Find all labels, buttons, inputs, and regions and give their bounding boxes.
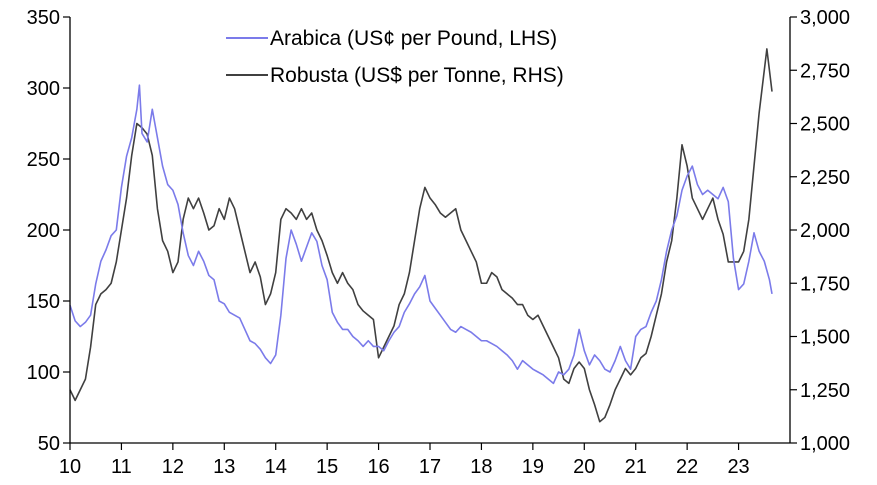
legend-label-arabica: Arabica (US¢ per Pound, LHS): [270, 27, 557, 50]
series-line-robusta: [69, 48, 773, 423]
y-left-ticks: 50 100 150 200 250 300 350: [27, 7, 70, 455]
y-left-tick-label: 250: [27, 149, 60, 171]
x-tick-label: 13: [213, 456, 235, 478]
x-tick-label: 10: [59, 456, 81, 478]
y-right-tick-label: 3,000: [800, 7, 850, 29]
y-right-tick-label: 1,000: [800, 433, 850, 455]
x-tick-label: 20: [573, 456, 595, 478]
y-right-tick-label: 1,750: [800, 273, 850, 295]
x-tick-label: 17: [419, 456, 441, 478]
legend-label-robusta: Robusta (US$ per Tonne, RHS): [270, 64, 564, 87]
x-tick-label: 23: [727, 456, 749, 478]
x-tick-label: 15: [316, 456, 338, 478]
y-left-tick-label: 100: [27, 362, 60, 384]
y-left-tick-label: 150: [27, 291, 60, 313]
y-left-tick-label: 350: [27, 7, 60, 29]
y-right-ticks: 1,000 1,250 1,500 1,750 2,000 2,250 2,500 2,750…: [790, 7, 850, 455]
legend: Arabica (US¢ per Pound, LHS) Robusta (US…: [226, 27, 564, 87]
y-left-tick-label: 300: [27, 78, 60, 100]
y-left-tick-label: 200: [27, 220, 60, 242]
x-tick-label: 22: [676, 456, 698, 478]
plot-lines: [69, 48, 773, 423]
y-right-tick-label: 1,500: [800, 327, 850, 349]
y-right-tick-label: 2,250: [800, 167, 850, 189]
y-right-tick-label: 2,750: [800, 60, 850, 82]
x-tick-label: 19: [522, 456, 544, 478]
x-tick-label: 12: [162, 456, 184, 478]
x-tick-label: 18: [470, 456, 492, 478]
y-left-tick-label: 50: [38, 433, 60, 455]
x-tick-label: 21: [625, 456, 647, 478]
x-tick-label: 14: [265, 456, 287, 478]
y-right-tick-label: 2,500: [800, 114, 850, 136]
y-right-tick-label: 2,000: [800, 220, 850, 242]
x-ticks: 10 11 12 13 14 15 16 17 18 19 20 21 22 23: [59, 443, 750, 478]
y-right-tick-label: 1,250: [800, 380, 850, 402]
x-tick-label: 11: [111, 456, 132, 478]
series-line-arabica: [69, 84, 773, 385]
x-tick-label: 16: [367, 456, 389, 478]
